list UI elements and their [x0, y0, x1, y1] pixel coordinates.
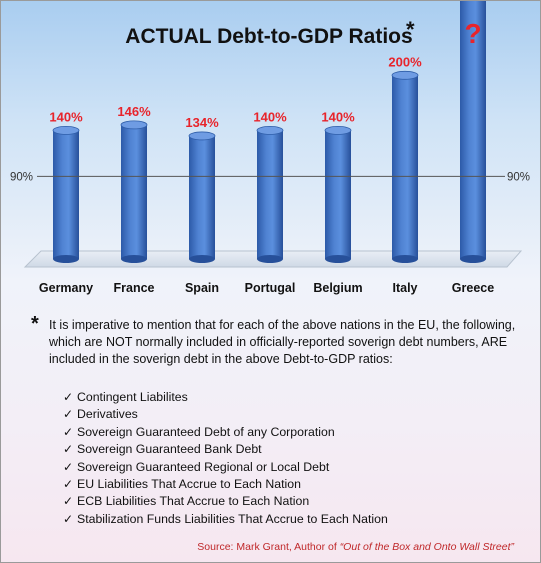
- checklist-item: ✓ Stabilization Funds Liabilities That Ac…: [63, 511, 388, 528]
- bars-group: 140% 146% 134% 140% 140% 200%?: [49, 1, 486, 263]
- bar-cap-spain: [188, 131, 216, 141]
- bar-base-greece: [460, 255, 486, 263]
- check-mark-icon: ✓: [63, 390, 74, 404]
- check-mark-icon: ✓: [63, 477, 74, 492]
- value-label-spain: 134%: [185, 115, 219, 130]
- checklist-item-text: Sovereign Guaranteed Debt of any Corpora…: [77, 424, 335, 439]
- value-label-italy: 200%: [388, 54, 422, 69]
- bar-spain: [189, 135, 215, 259]
- bar-cap-belgium: [324, 126, 352, 135]
- checklist-item-text: ECB Liabilities That Accrue to Each Nati…: [77, 494, 310, 509]
- category-label-belgium: Belgium: [313, 281, 362, 295]
- bar-belgium: [325, 130, 351, 259]
- checklist-item: ✓ Sovereign Guaranteed Regional or Local …: [63, 459, 388, 476]
- category-label-portugal: Portugal: [245, 281, 296, 295]
- bar-germany: [53, 130, 79, 259]
- check-mark-icon: ✓: [63, 494, 74, 509]
- category-labels: Germany France Spain Portugal Belgium Italy Gr…: [39, 281, 494, 295]
- checklist-item: ✓ EU Liabilities That Accrue to Each Nati…: [63, 476, 388, 493]
- bar-base-spain: [189, 255, 215, 263]
- included-liabilities-list: ✓ Contingent Liabilites ✓ Derivatives ✓ Sover…: [63, 389, 388, 528]
- debt-chart: ACTUAL Debt-to-GDP Ratios * 140% 146% 134%…: [10, 1, 530, 295]
- source-prefix: Source: Mark Grant, Author of: [197, 541, 340, 553]
- chart-title: ACTUAL Debt-to-GDP Ratios: [125, 25, 412, 48]
- reference-label-left: 90%: [10, 171, 33, 183]
- checklist-item: ✓ ECB Liabilities That Accrue to Each Nat…: [63, 493, 388, 510]
- checklist-item: ✓ Sovereign Guaranteed Debt of any Corpor…: [63, 424, 388, 441]
- bar-cap-germany: [52, 126, 80, 135]
- bar-base-belgium: [325, 255, 351, 263]
- category-label-italy: Italy: [392, 281, 417, 295]
- source-book-title: “Out of the Box and Onto Wall Street”: [339, 541, 514, 553]
- checklist-item-text: Sovereign Guaranteed Bank Debt: [77, 442, 262, 457]
- bar-base-germany: [53, 255, 79, 263]
- checklist-item-text: EU Liabilities That Accrue to Each Natio…: [77, 477, 301, 492]
- bar-base-france: [121, 255, 147, 263]
- bar-base-portugal: [257, 255, 283, 263]
- check-mark-icon: ✓: [63, 511, 74, 526]
- checklist-item-text: Stabilization Funds Liabilities That Acc…: [77, 511, 388, 526]
- checklist-item: ✓ Derivatives: [63, 406, 388, 423]
- source-credit: Source: Mark Grant, Author of “Out of th…: [197, 541, 514, 553]
- bar-portugal: [257, 130, 283, 259]
- check-mark-icon: ✓: [63, 459, 74, 474]
- checklist-item-text: Derivatives: [77, 407, 138, 422]
- checklist-item-text: Contingent Liabilites: [77, 390, 188, 404]
- reference-label-right: 90%: [507, 171, 530, 183]
- check-mark-icon: ✓: [63, 424, 74, 439]
- bar-cap-portugal: [256, 126, 284, 135]
- bar-france: [121, 124, 147, 259]
- footnote-text: It is imperative to mention that for eac…: [49, 318, 516, 366]
- category-label-greece: Greece: [452, 281, 494, 295]
- bar-cap-italy: [391, 70, 419, 80]
- check-mark-icon: ✓: [63, 407, 74, 422]
- category-label-germany: Germany: [39, 281, 93, 295]
- bar-cap-france: [120, 120, 148, 130]
- value-label-france: 146%: [117, 104, 151, 119]
- category-label-spain: Spain: [185, 281, 219, 295]
- value-label-germany: 140%: [49, 109, 83, 124]
- check-mark-icon: ✓: [63, 442, 74, 457]
- value-label-belgium: 140%: [321, 109, 355, 124]
- bar-italy: [392, 75, 418, 259]
- footnote-asterisk: *: [31, 313, 39, 335]
- checklist-item: ✓ Contingent Liabilites: [63, 389, 388, 406]
- value-label-greece: ?: [464, 18, 481, 49]
- checklist-item: ✓ Sovereign Guaranteed Bank Debt: [63, 441, 388, 458]
- bar-base-italy: [392, 255, 418, 263]
- bar-greece: [460, 1, 486, 259]
- footnote: * It is imperative to mention that for e…: [31, 313, 531, 368]
- value-label-portugal: 140%: [253, 109, 287, 124]
- checklist-item-text: Sovereign Guaranteed Regional or Local D…: [77, 459, 330, 474]
- category-label-france: France: [114, 281, 155, 295]
- title-asterisk: *: [406, 17, 415, 42]
